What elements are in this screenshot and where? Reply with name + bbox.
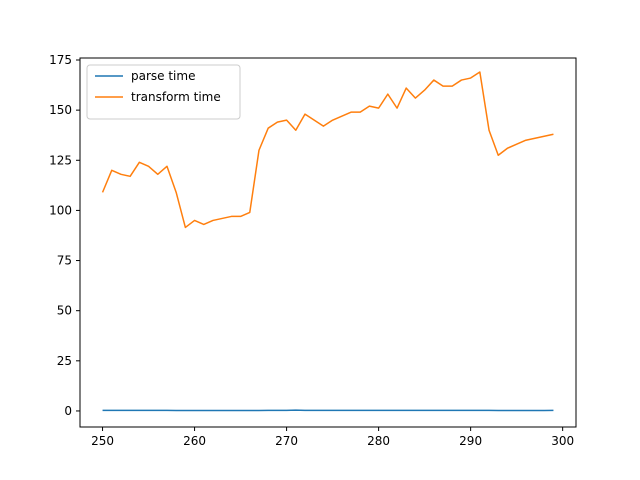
- y-tick-label: 25: [57, 354, 72, 368]
- x-tick-label: 290: [459, 434, 482, 448]
- plot-area-frame: [79, 57, 577, 428]
- y-tick-label: 75: [57, 254, 72, 268]
- series-layer: [101, 71, 554, 412]
- y-tick-label: 50: [57, 304, 72, 318]
- legend: parse time transform time: [86, 64, 241, 120]
- x-axis: 250 260 270 280 290 300: [91, 427, 574, 448]
- y-tick-label: 0: [64, 404, 72, 418]
- y-tick-label: 125: [49, 153, 72, 167]
- legend-label: transform time: [131, 90, 221, 104]
- x-tick-label: 270: [275, 434, 298, 448]
- x-tick-label: 280: [367, 434, 390, 448]
- y-tick-label: 175: [49, 53, 72, 67]
- y-tick-label: 150: [49, 103, 72, 117]
- legend-box: [86, 64, 241, 120]
- y-tick-label: 100: [49, 203, 72, 217]
- x-tick-label: 300: [551, 434, 574, 448]
- x-tick-label: 260: [183, 434, 206, 448]
- x-tick-label: 250: [91, 434, 114, 448]
- legend-label: parse time: [131, 69, 195, 83]
- series-line-transform-time: [101, 71, 554, 229]
- y-axis: 0 25 50 75 100 125 150 175: [49, 53, 80, 418]
